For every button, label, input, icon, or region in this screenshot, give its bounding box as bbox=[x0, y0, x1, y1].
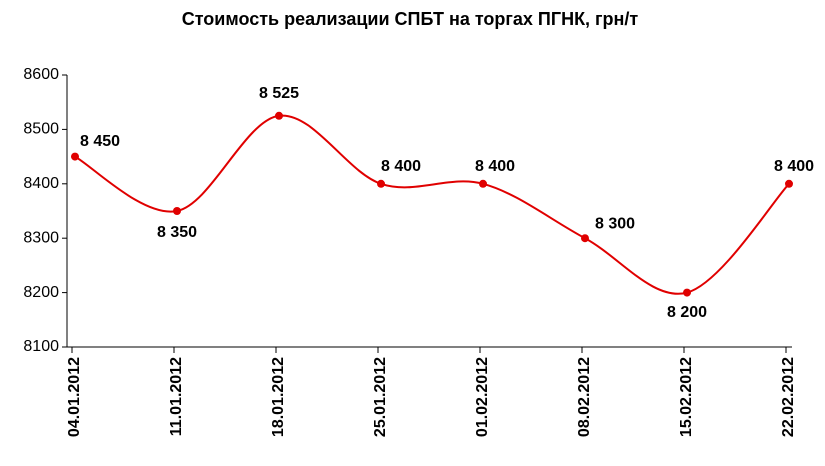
point bbox=[785, 179, 793, 188]
x-tick-label: 15.02.2012 bbox=[678, 357, 695, 437]
point bbox=[173, 207, 181, 215]
x-tick-label: 11.01.2012 bbox=[168, 357, 185, 436]
line bbox=[74, 114, 790, 295]
value-label: 8 525 bbox=[259, 85, 299, 102]
value-label: 8 400 bbox=[381, 158, 421, 175]
x-tick-label: 18.01.2012 bbox=[270, 357, 287, 437]
y-tick-label: 8200 bbox=[23, 284, 59, 301]
value-label: 8 350 bbox=[157, 224, 197, 241]
value-label: 8 300 bbox=[595, 215, 635, 232]
point bbox=[581, 234, 589, 243]
y-tick-label: 8300 bbox=[23, 229, 59, 246]
y-tick-label: 8600 bbox=[23, 66, 59, 83]
point bbox=[479, 179, 487, 188]
value-label: 8 400 bbox=[774, 158, 814, 175]
x-tick-label: 25.01.2012 bbox=[372, 357, 389, 437]
chart-title: Стоимость реализации СПБТ на торгах ПГНК… bbox=[182, 9, 639, 29]
point bbox=[377, 179, 385, 188]
y-tick-label: 8100 bbox=[23, 338, 59, 355]
x-tick-label: 01.02.2012 bbox=[474, 357, 491, 437]
point bbox=[275, 111, 283, 120]
point bbox=[71, 152, 79, 161]
x-tick-label: 22.02.2012 bbox=[780, 357, 797, 437]
y-tick-label: 8500 bbox=[23, 121, 59, 138]
value-label: 8 200 bbox=[667, 304, 707, 321]
x-tick-label: 08.02.2012 bbox=[576, 357, 593, 437]
value-label: 8 400 bbox=[475, 158, 515, 175]
y-tick-label: 8400 bbox=[23, 175, 59, 192]
point bbox=[683, 288, 691, 297]
value-label: 8 450 bbox=[80, 133, 120, 150]
x-tick-label: 04.01.2012 bbox=[66, 357, 83, 437]
